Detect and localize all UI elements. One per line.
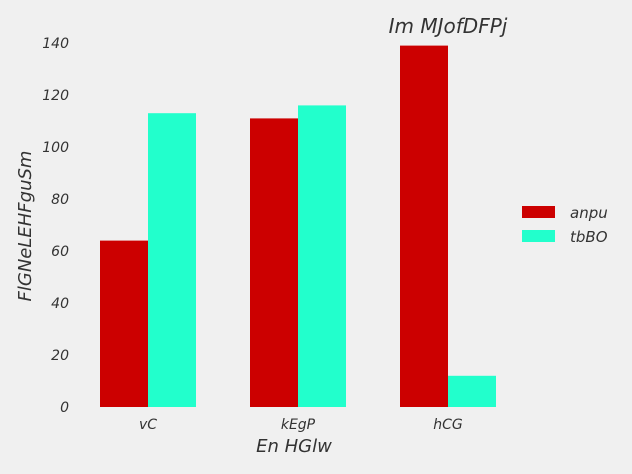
y-tick-label: 0	[60, 400, 69, 416]
y-tick-label: 100	[42, 140, 69, 156]
y-tick-label: 80	[51, 192, 69, 208]
x-axis-title: En HGlw	[256, 436, 332, 457]
bar-tbBO-kEgP	[298, 105, 346, 408]
y-tick-label: 40	[51, 296, 69, 312]
x-tick-label: kEgP	[281, 417, 316, 433]
bar-tbBO-hCG	[448, 375, 496, 407]
y-axis-title: FlGNeLEHFguSm	[15, 151, 36, 302]
bar-anpu-kEgP	[250, 118, 298, 408]
y-tick-label: 120	[42, 88, 69, 104]
legend-label-anpu: anpu	[570, 204, 608, 222]
legend-label-tbBO: tbBO	[570, 228, 608, 246]
legend-swatch-anpu	[522, 206, 555, 218]
legend-swatch-tbBO	[522, 230, 555, 242]
bars-layer	[100, 45, 496, 408]
y-tick-label: 60	[51, 244, 69, 260]
bar-anpu-vC	[100, 240, 148, 407]
y-tick-label: 20	[51, 348, 69, 364]
legend: anpu tbBO	[522, 204, 608, 246]
x-tick-label: vC	[139, 417, 157, 433]
y-axis-ticks: 0 20 40 60 80 100 120 140	[42, 36, 69, 416]
x-axis-ticks: vC kEgP hCG	[139, 417, 463, 433]
y-tick-label: 140	[42, 36, 69, 52]
bar-anpu-hCG	[400, 45, 448, 407]
chart-title: Im MJofDFPj	[389, 14, 508, 38]
x-tick-label: hCG	[433, 417, 463, 433]
bar-tbBO-vC	[148, 113, 196, 407]
